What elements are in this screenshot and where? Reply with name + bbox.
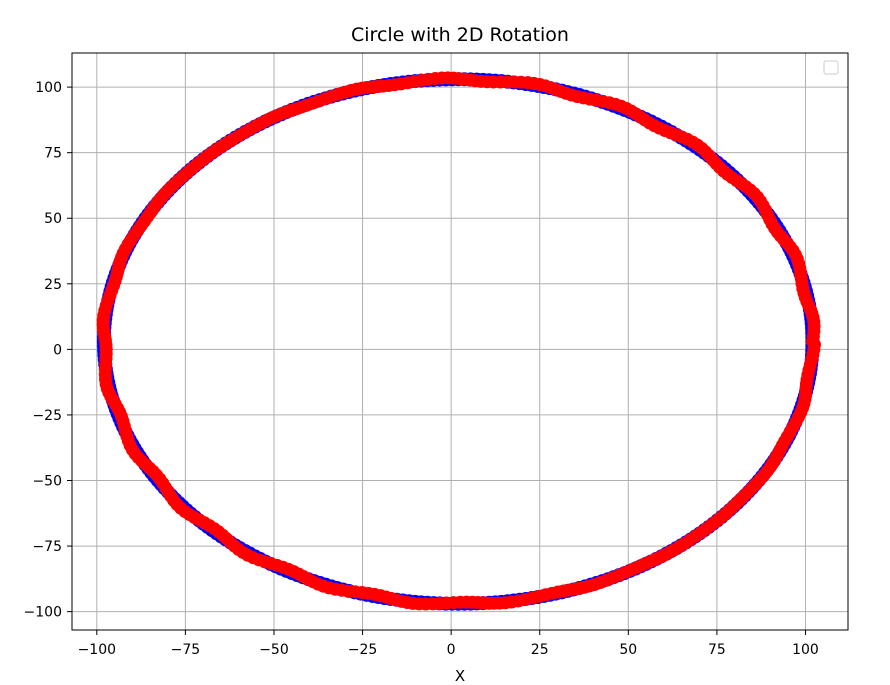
x-tick-label: 75 [708,642,726,658]
x-tick-label: −50 [259,642,289,658]
x-axis-ticks: −100 −75 −50 −25 0 25 50 75 100 [78,630,819,658]
plot-frame [71,52,849,631]
y-tick-label: −25 [32,408,62,424]
y-tick-label: −100 [24,605,62,621]
y-tick-label: 25 [44,277,62,293]
grid [72,53,848,630]
x-tick-label: 25 [531,642,549,658]
y-tick-label: 100 [35,80,62,96]
x-tick-label: −100 [78,642,116,658]
y-tick-label: 50 [44,211,62,227]
y-tick-label: −50 [32,474,62,490]
x-tick-label: 100 [792,642,819,658]
y-tick-label: 75 [44,146,62,162]
y-axis-ticks: −100 −75 −50 −25 0 25 50 75 100 [24,80,72,621]
red-point [808,338,822,352]
x-tick-label: −25 [348,642,378,658]
legend-box [823,60,839,75]
x-axis-label: X [455,667,465,685]
x-tick-label: −75 [171,642,201,658]
scatter-points [96,71,822,611]
y-tick-label: 0 [53,342,62,358]
x-tick-label: 0 [447,642,456,658]
x-tick-label: 50 [619,642,637,658]
y-tick-label: −75 [32,539,62,555]
chart-title: Circle with 2D Rotation [351,24,569,46]
